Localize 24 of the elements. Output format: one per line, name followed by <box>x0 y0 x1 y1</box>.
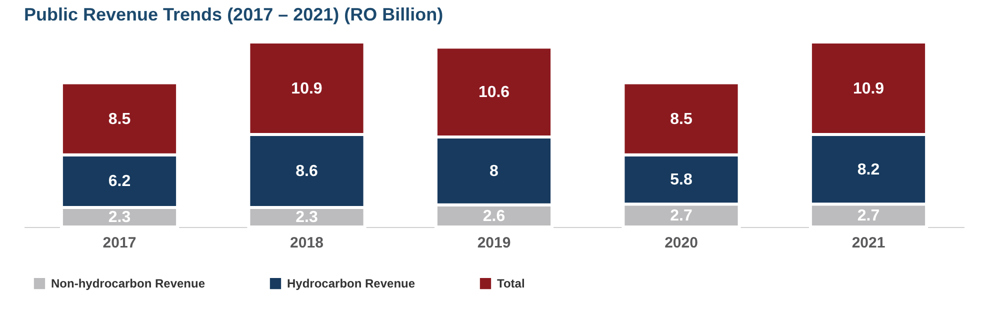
data-label: 2.3 <box>108 209 131 226</box>
x-tick-label: 2020 <box>664 234 698 252</box>
x-tick-label: 2021 <box>852 234 886 252</box>
legend-label: Total <box>497 276 525 291</box>
x-tick-label: 2019 <box>477 234 511 252</box>
data-label: 8.5 <box>670 110 692 128</box>
legend-label: Hydrocarbon Revenue <box>287 276 416 291</box>
data-label: 2.3 <box>296 209 318 226</box>
data-label: 5.8 <box>670 171 692 188</box>
data-label: 2.7 <box>670 208 692 225</box>
data-label: 8.6 <box>296 162 318 180</box>
x-tick-label: 2018 <box>290 234 324 252</box>
data-label: 6.2 <box>108 173 131 190</box>
data-label: 10.9 <box>291 80 322 98</box>
data-label: 8 <box>490 162 499 180</box>
data-label: 10.6 <box>478 84 510 102</box>
x-tick-label: 2017 <box>102 234 136 252</box>
chart-title: Public Revenue Trends (2017 – 2021) (RO Billion) <box>24 4 444 24</box>
data-label: 2.6 <box>482 208 506 225</box>
legend-label: Non-hydrocarbon Revenue <box>51 276 206 291</box>
data-label: 10.9 <box>852 80 884 98</box>
data-label: 8.5 <box>108 110 131 128</box>
data-label: 2.7 <box>857 208 880 225</box>
data-label: 8.2 <box>857 161 880 178</box>
